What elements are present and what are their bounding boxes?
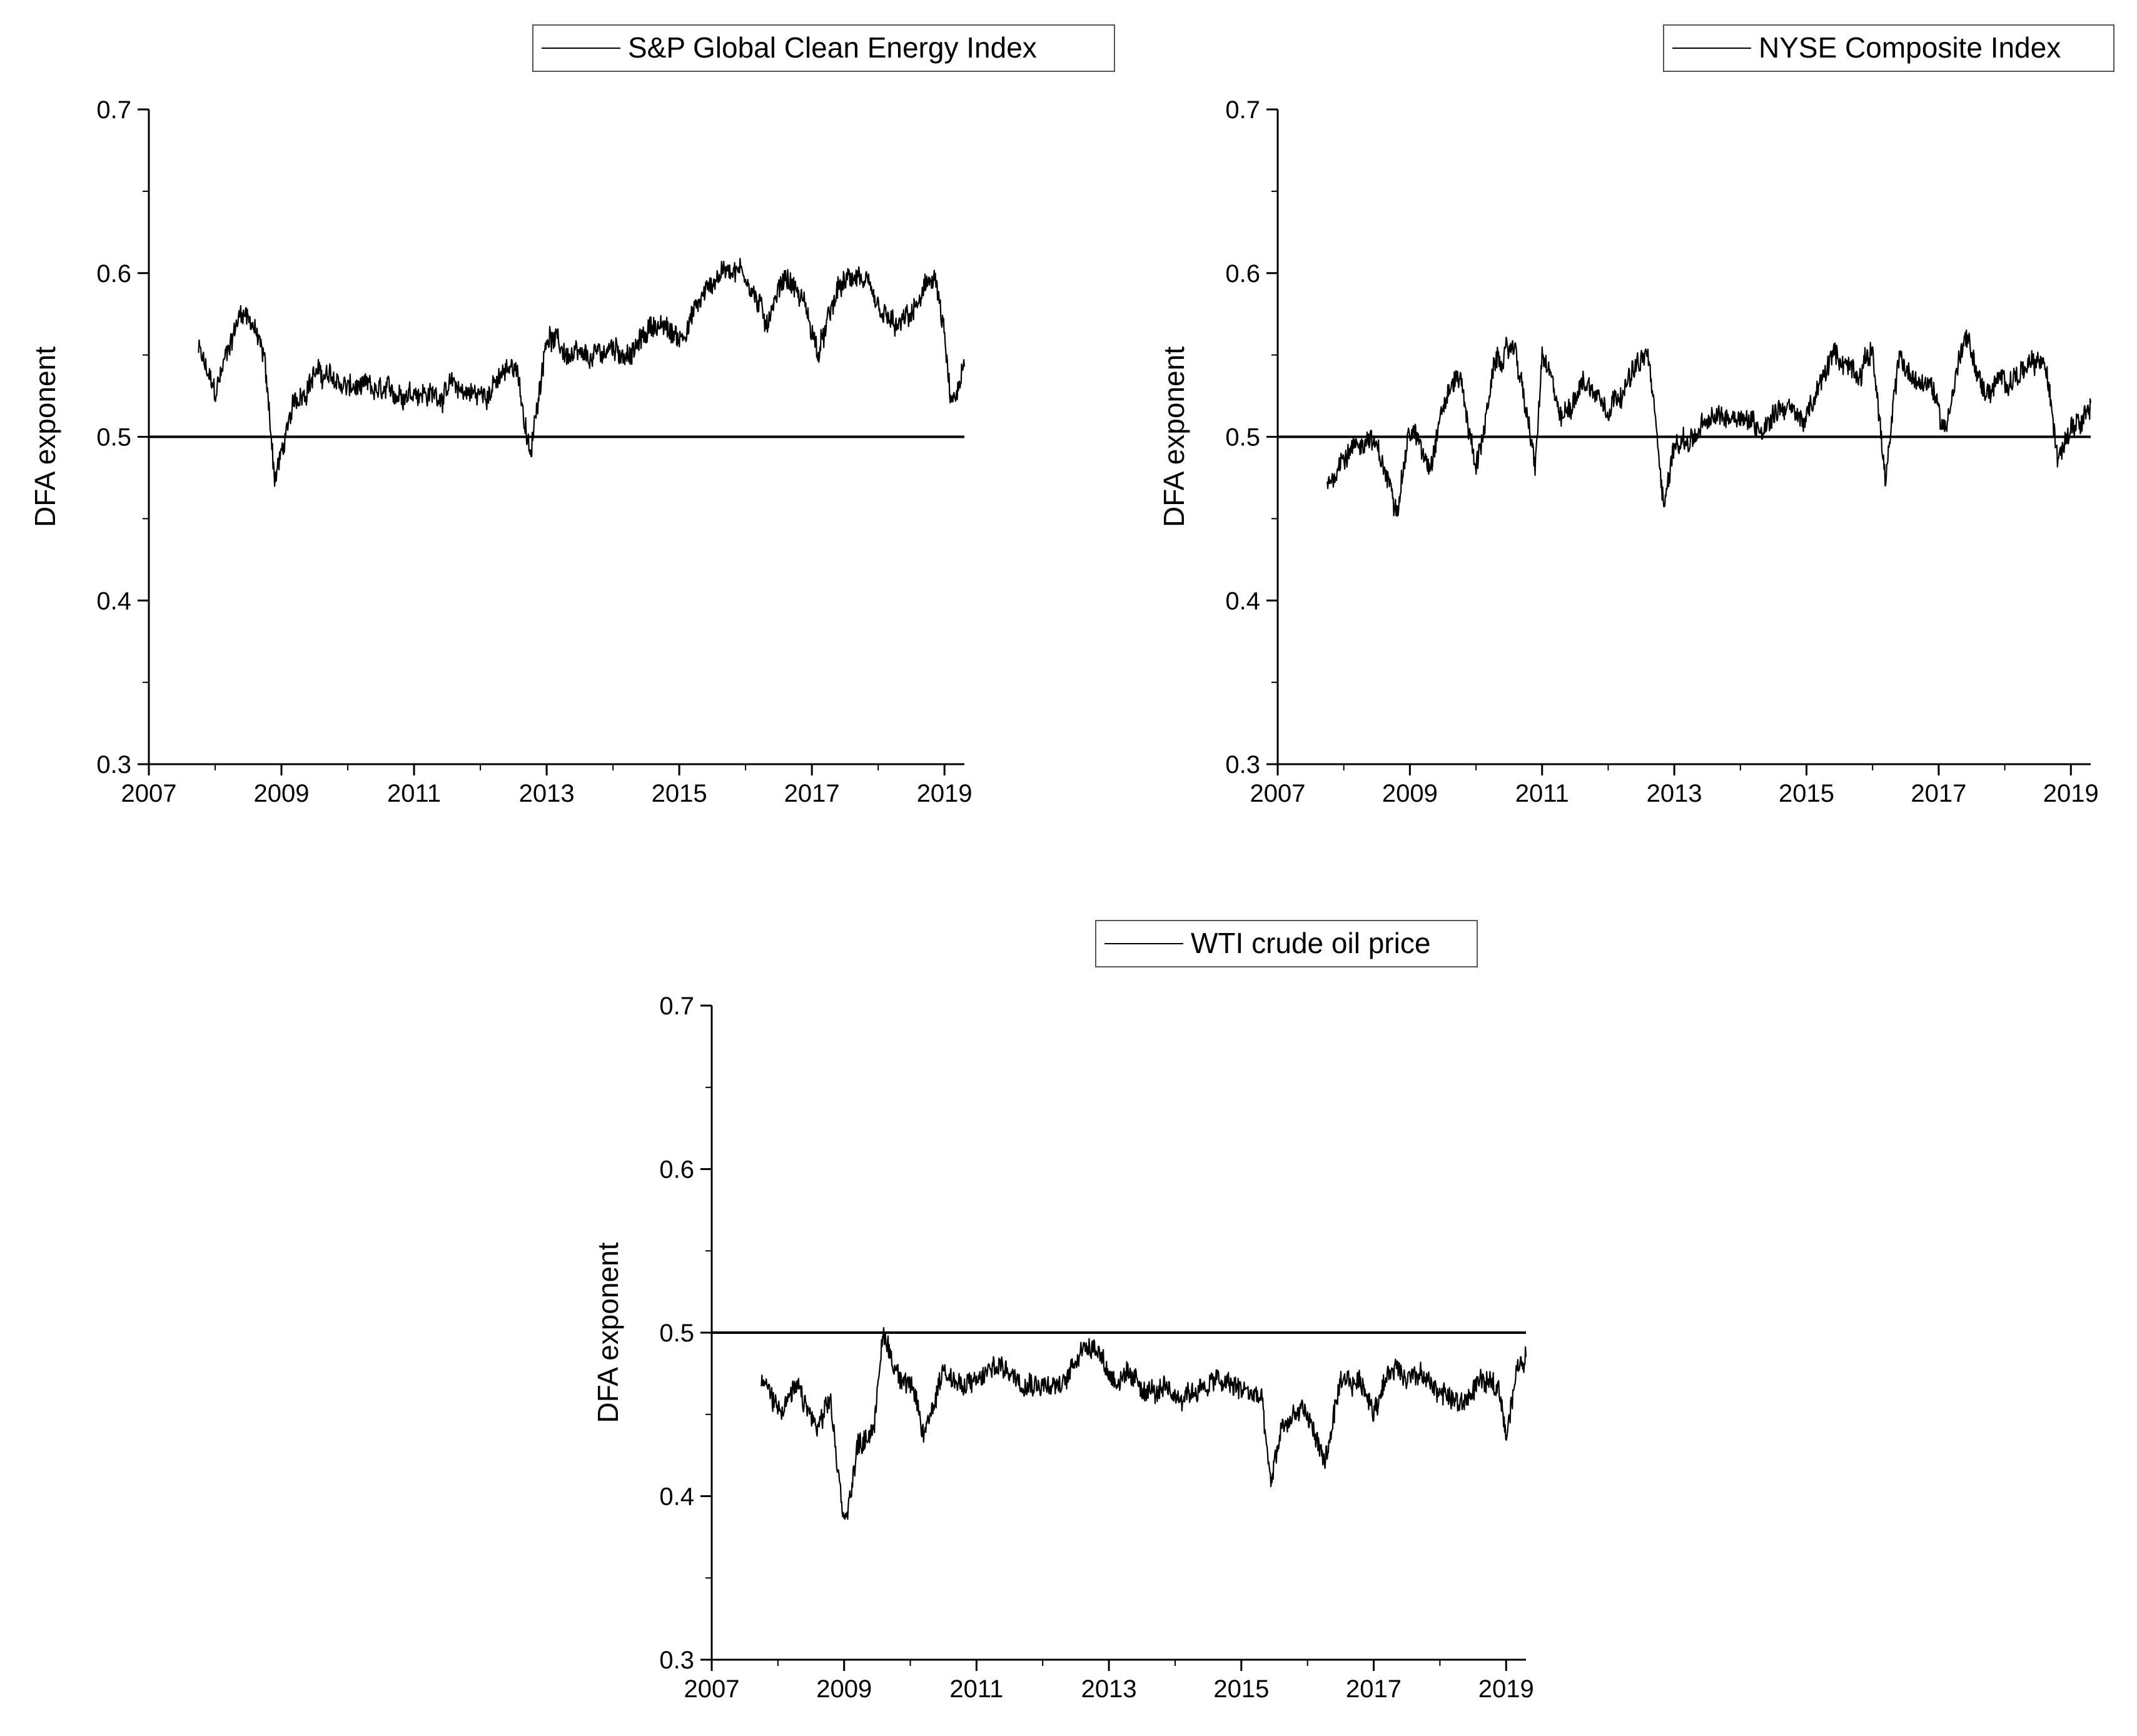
y-tick-label: 0.5 [96,424,131,452]
x-tick-label: 2007 [684,1675,740,1703]
x-tick-label: 2019 [917,780,973,807]
chart-panel-sp-clean-energy: 0.3 0.4 0.5 0.6 0.7 2007 2009 2011 2013 2015 2017 2… [29,24,1115,807]
y-axis-label: DFA exponent [1158,346,1190,527]
chart-panel-nyse-composite: 0.3 0.4 0.5 0.6 0.7 2007 2009 2011 2013 2015 2017 2… [1158,24,2114,807]
y-tick-label: 0.7 [659,992,694,1020]
y-tick-label: 0.5 [1225,424,1260,452]
x-tick-label: 2011 [1515,780,1569,807]
y-tick-label: 0.4 [1225,587,1260,615]
y-tick-label: 0.3 [1225,751,1260,779]
x-tick-label: 2009 [816,1675,872,1703]
x-tick-label: 2013 [519,780,575,807]
x-tick-label: 2017 [1346,1675,1402,1703]
x-tick-label: 2009 [1382,780,1438,807]
y-tick-label: 0.4 [659,1483,694,1511]
legend-label: NYSE Composite Index [1759,31,2061,64]
legend-label: S&P Global Clean Energy Index [628,31,1037,64]
x-tick-label: 2007 [1250,780,1306,807]
y-tick-label: 0.7 [96,96,131,124]
y-axis-label: DFA exponent [29,346,61,527]
y-tick-label: 0.6 [659,1156,694,1184]
x-tick-label: 2019 [2043,780,2099,807]
x-tick-label: 2015 [1213,1675,1269,1703]
x-tick-label: 2007 [121,780,177,807]
x-tick-label: 2011 [387,780,441,807]
legend-box [532,24,1115,72]
x-tick-label: 2015 [1779,780,1834,807]
series-line [198,258,966,487]
y-tick-label: 0.3 [96,751,131,779]
series-line [1326,329,2092,517]
chart-panel-wti-crude-oil: 0.3 0.4 0.5 0.6 0.7 2007 2009 2011 2013 2015 2017 2… [592,920,1534,1703]
x-tick-label: 2013 [1081,1675,1137,1703]
y-tick-label: 0.7 [1225,96,1260,124]
y-tick-label: 0.5 [659,1320,694,1347]
x-tick-label: 2011 [949,1675,1003,1703]
y-tick-label: 0.6 [96,260,131,288]
legend-label: WTI crude oil price [1191,927,1430,959]
series-line [760,1327,1527,1520]
y-tick-label: 0.3 [659,1647,694,1674]
y-tick-label: 0.4 [96,587,131,615]
x-tick-label: 2017 [1911,780,1966,807]
y-axis-label: DFA exponent [592,1242,624,1423]
x-tick-label: 2017 [784,780,840,807]
x-tick-label: 2009 [254,780,310,807]
x-tick-label: 2019 [1478,1675,1534,1703]
x-tick-label: 2013 [1647,780,1702,807]
y-tick-label: 0.6 [1225,260,1260,288]
x-tick-label: 2015 [652,780,707,807]
